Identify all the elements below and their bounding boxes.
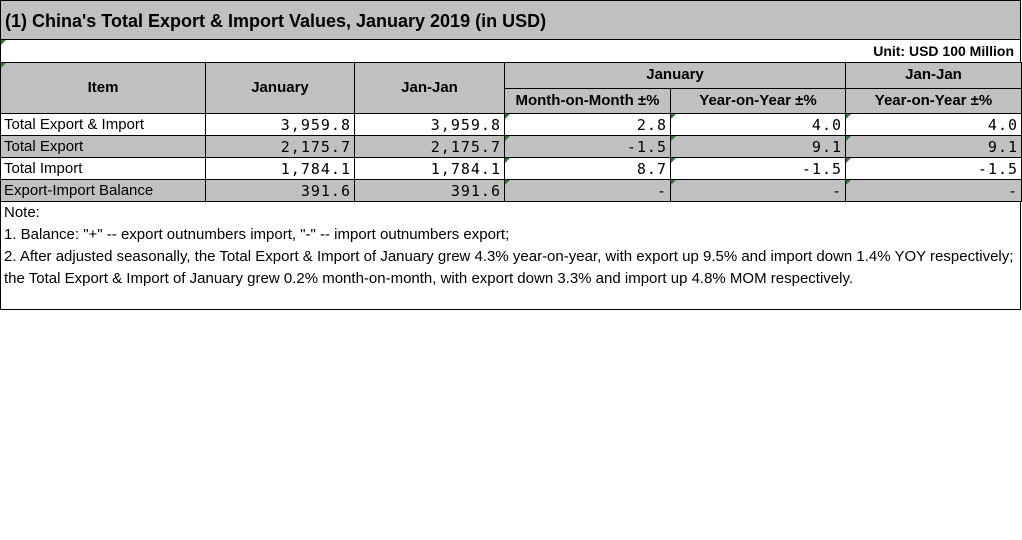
row-yoy-jan-jan: 4.0 [845, 113, 1022, 136]
row-yoy-january: -1.5 [669, 157, 847, 180]
row-january: 1,784.1 [205, 157, 355, 180]
row-january: 3,959.8 [205, 113, 355, 136]
row-yoy-jan-jan: 9.1 [845, 135, 1022, 158]
row-item: Total Export & Import [0, 113, 206, 136]
header-row-2: Month-on-Month ±% Year-on-Year ±% Year-o… [1, 87, 1022, 114]
row-january: 2,175.7 [205, 135, 355, 158]
header-yoy-jan-jan: Year-on-Year ±% [845, 87, 1022, 114]
row-yoy-january: 9.1 [669, 135, 847, 158]
table-title: (1) China's Total Export & Import Values… [0, 0, 1021, 40]
notes: Note: 1. Balance: "+" -- export outnumbe… [0, 202, 1021, 310]
header-jan-jan: Jan-Jan [354, 62, 505, 114]
header-yoy-january: Year-on-Year ±% [669, 87, 847, 114]
header-mom: Month-on-Month ±% [504, 87, 671, 114]
row-mom: - [504, 179, 671, 202]
table-row: Export-Import Balance 391.6 391.6 - - - [0, 179, 1022, 202]
header-group-january: January [503, 62, 847, 89]
row-yoy-january: 4.0 [669, 113, 847, 136]
header-row-1: Item January Jan-Jan January Jan-Jan [0, 62, 1022, 114]
spreadsheet: (1) China's Total Export & Import Values… [0, 0, 1022, 310]
table-row: Total Export 2,175.7 2,175.7 -1.5 9.1 9.… [0, 135, 1022, 158]
notes-heading: Note: [4, 204, 40, 221]
row-jan-jan: 2,175.7 [354, 135, 505, 158]
header-item: Item [0, 62, 206, 114]
unit-label: Unit: USD 100 Million [0, 40, 1021, 62]
header-group-jan-jan: Jan-Jan [845, 62, 1022, 89]
row-item: Total Import [0, 157, 206, 180]
row-jan-jan: 1,784.1 [354, 157, 505, 180]
row-item: Export-Import Balance [0, 179, 206, 202]
row-yoy-jan-jan: - [845, 179, 1022, 202]
header-january: January [205, 62, 355, 114]
table-row: Total Import 1,784.1 1,784.1 8.7 -1.5 -1… [0, 157, 1022, 180]
trade-table: Item January Jan-Jan January Jan-Jan Mon… [0, 62, 1022, 202]
row-yoy-jan-jan: -1.5 [845, 157, 1022, 180]
table-row: Total Export & Import 3,959.8 3,959.8 2.… [0, 113, 1022, 136]
row-yoy-january: - [669, 179, 847, 202]
row-mom: 2.8 [504, 113, 671, 136]
row-mom: 8.7 [504, 157, 671, 180]
row-january: 391.6 [205, 179, 355, 202]
note-line-1: 1. Balance: "+" -- export outnumbers imp… [4, 226, 510, 243]
row-item: Total Export [0, 135, 206, 158]
row-jan-jan: 391.6 [354, 179, 505, 202]
row-mom: -1.5 [504, 135, 671, 158]
row-jan-jan: 3,959.8 [354, 113, 505, 136]
note-line-2: 2. After adjusted seasonally, the Total … [4, 248, 1014, 287]
